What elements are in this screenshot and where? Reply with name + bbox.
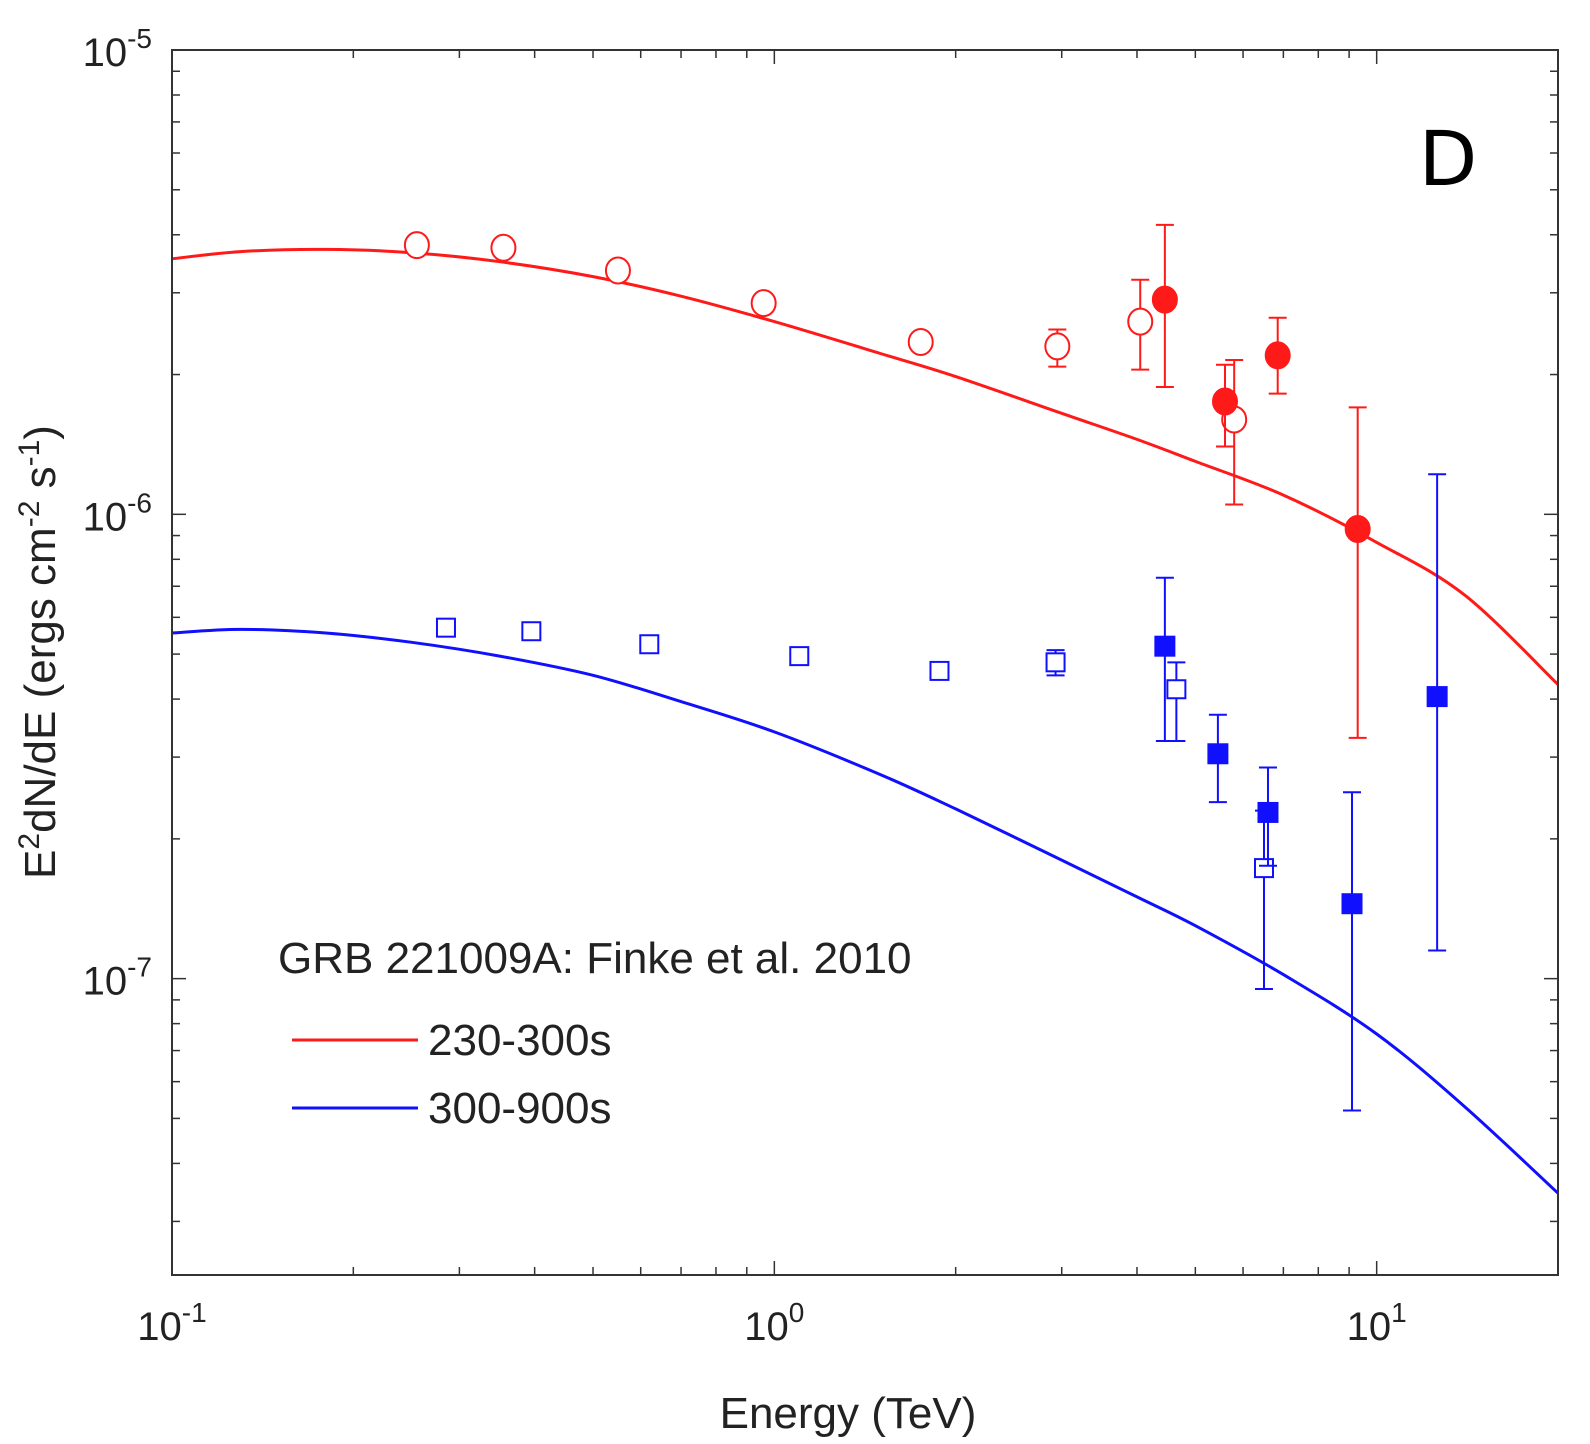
y-tick-label-exp: -7 xyxy=(127,952,152,983)
filled-circle-point xyxy=(1264,341,1291,370)
x-axis-label: Energy (TeV) xyxy=(720,1389,977,1438)
y-tick-label: 10-7 xyxy=(83,952,152,1004)
data-points xyxy=(403,223,1448,1112)
tick-layer xyxy=(171,50,1559,1275)
legend-label-230-300s: 230-300s xyxy=(428,1016,611,1065)
y-axis-label: E2dN/dE (ergs cm-2 s-1) xyxy=(13,425,65,879)
filled-circle-point xyxy=(1344,514,1371,543)
legend-title: GRB 221009A: Finke et al. 2010 xyxy=(278,934,912,983)
y-tick-label: 10-5 xyxy=(83,23,152,75)
model-curve-230-300s xyxy=(171,247,1560,686)
x-tick-label-exp: 1 xyxy=(1391,1297,1407,1328)
open-circle-point xyxy=(1127,307,1154,336)
x-tick-labels: 10-1 100 101 xyxy=(137,1297,1406,1349)
open-square-point xyxy=(929,660,950,681)
y-tick-label-base: 10 xyxy=(83,31,128,75)
filled-square-point xyxy=(1207,743,1229,765)
filled-circle-point xyxy=(1212,387,1239,416)
open-square-point xyxy=(1253,858,1274,879)
model-curves xyxy=(171,247,1560,1195)
x-tick-label: 101 xyxy=(1347,1297,1407,1349)
y-tick-label-exp: -5 xyxy=(127,23,152,54)
model-curve-300-900s xyxy=(171,627,1560,1195)
open-circle-point xyxy=(1044,332,1071,361)
plot-frame xyxy=(171,49,1559,1276)
filled-square-point xyxy=(1257,801,1279,823)
y-tick-label-exp: -6 xyxy=(127,487,152,518)
open-square-point xyxy=(639,634,660,655)
x-tick-label-exp: -1 xyxy=(182,1297,207,1328)
open-circle-point xyxy=(907,328,934,357)
x-tick-label-base: 10 xyxy=(137,1305,182,1349)
open-square-point xyxy=(789,646,810,667)
open-square-point xyxy=(435,617,456,638)
legend: GRB 221009A: Finke et al. 2010 230-300s … xyxy=(278,934,912,1133)
filled-square-point xyxy=(1341,893,1363,915)
open-circle-point xyxy=(604,256,631,285)
open-square-point xyxy=(1166,679,1187,700)
open-circle-point xyxy=(750,289,777,318)
y-tick-label-base: 10 xyxy=(83,495,128,539)
filled-square-point xyxy=(1426,686,1448,708)
panel-label: D xyxy=(1419,114,1478,203)
legend-label-300-900s: 300-900s xyxy=(428,1084,611,1133)
x-tick-label-base: 10 xyxy=(1347,1305,1392,1349)
open-square-point xyxy=(1045,652,1066,673)
x-tick-label: 100 xyxy=(744,1297,804,1349)
y-tick-label: 10-6 xyxy=(83,487,152,539)
open-circle-point xyxy=(490,233,517,262)
filled-square-point xyxy=(1154,635,1176,657)
open-square-point xyxy=(521,621,542,642)
x-tick-label-base: 10 xyxy=(744,1305,789,1349)
open-circle-point xyxy=(403,231,430,260)
y-tick-label-base: 10 xyxy=(83,960,128,1004)
x-tick-label-exp: 0 xyxy=(789,1297,805,1328)
y-tick-labels: 10-710-610-5 xyxy=(83,23,152,1004)
filled-circle-point xyxy=(1151,285,1178,314)
x-tick-label: 10-1 xyxy=(137,1297,206,1349)
